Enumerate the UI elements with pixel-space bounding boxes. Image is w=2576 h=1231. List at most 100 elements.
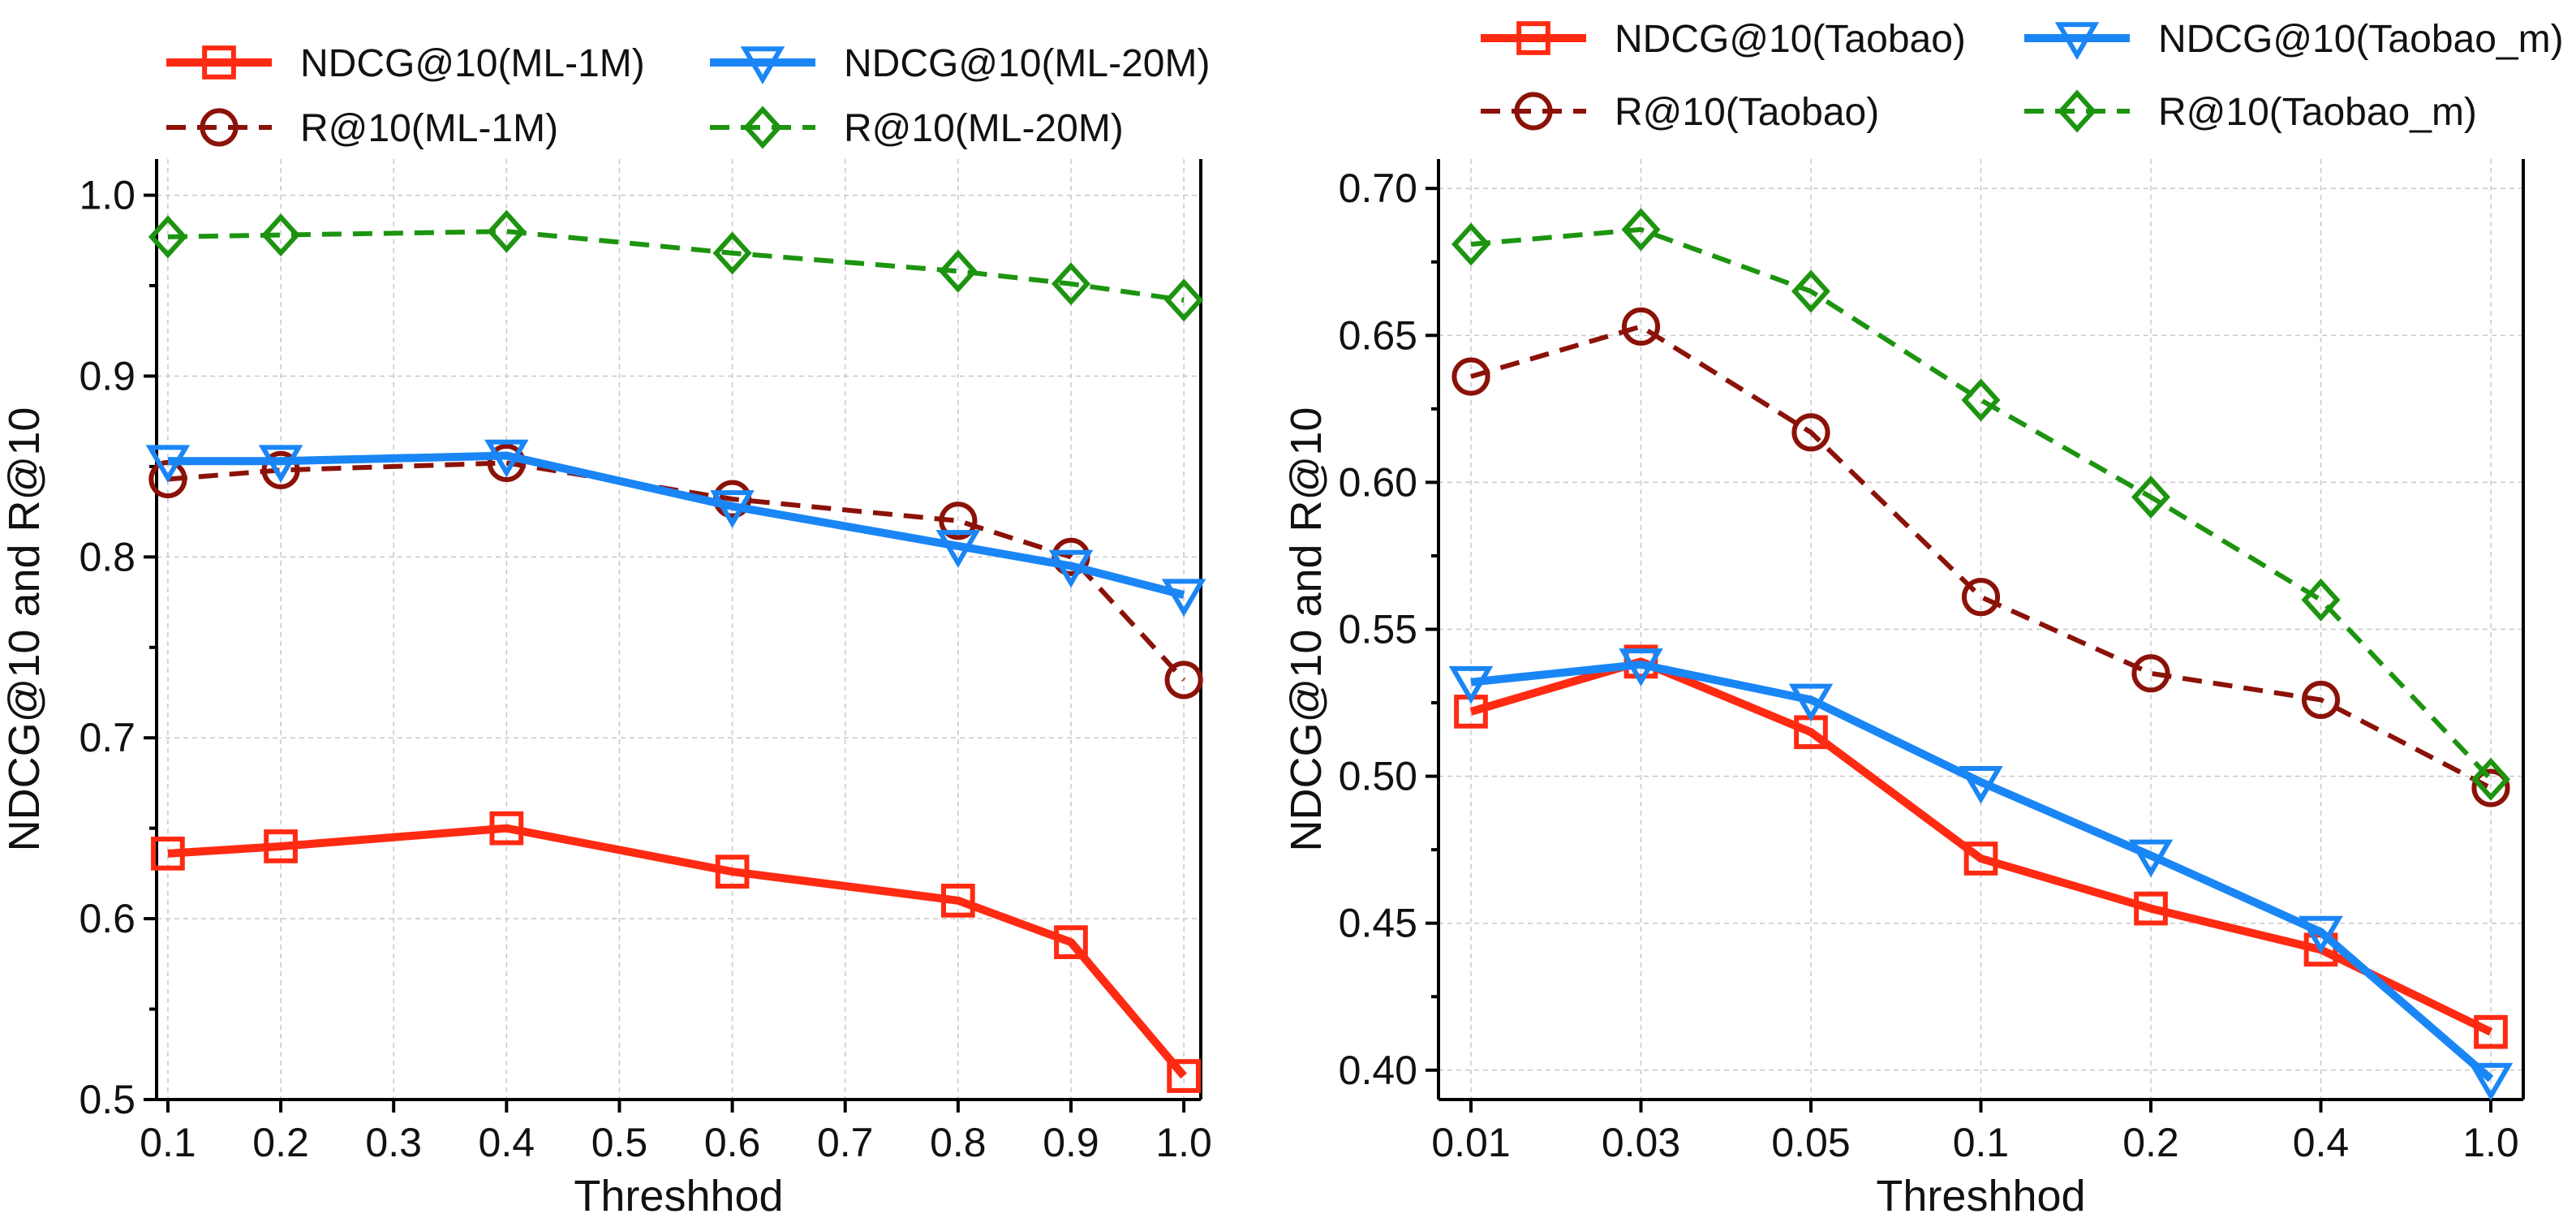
data-point bbox=[264, 829, 298, 863]
data-point bbox=[148, 215, 187, 259]
legend-label: NDCG@10(Taobao) bbox=[1615, 18, 1966, 61]
y-tick-label: 0.40 bbox=[1339, 1048, 1417, 1093]
series-line bbox=[167, 460, 1186, 682]
data-point bbox=[1621, 307, 1661, 346]
data-point bbox=[1788, 683, 1834, 722]
data-point bbox=[487, 209, 527, 253]
legend-label: R@10(Taobao_m) bbox=[2158, 91, 2477, 134]
data-point bbox=[1161, 579, 1206, 618]
x-tick-label: 0.4 bbox=[2293, 1120, 2350, 1165]
data-point bbox=[1791, 413, 1830, 452]
chart-1: 0.5 0.6 0.7 0.8 0.9 1.0 0.1 0.2 0.3 0.4 0.5 0.6 0.7 0… bbox=[0, 42, 1212, 1220]
data-point bbox=[1451, 222, 1490, 266]
legend-item: R@10(Taobao) bbox=[1481, 91, 1879, 134]
data-point bbox=[1963, 841, 1998, 876]
series-R@10(ML-20M) bbox=[148, 209, 1204, 322]
y-tick-label: 0.65 bbox=[1339, 312, 1417, 358]
y-axis-title: NDCG@10 and R@10 bbox=[0, 407, 49, 852]
x-axis-title: Threshhod bbox=[1876, 1172, 2085, 1220]
y-tick-label: 0.9 bbox=[79, 353, 135, 398]
data-point bbox=[2128, 839, 2174, 878]
data-point bbox=[1623, 644, 1658, 679]
legend-marker bbox=[1516, 21, 1550, 55]
data-point bbox=[489, 811, 524, 846]
legend-marker bbox=[200, 108, 239, 147]
legend-marker bbox=[743, 105, 782, 149]
x-tick-label: 0.8 bbox=[930, 1120, 987, 1165]
data-point bbox=[1054, 925, 1088, 959]
legend-item: NDCG@10(Taobao_m) bbox=[2024, 18, 2564, 61]
legend-label: R@10(ML-1M) bbox=[300, 107, 558, 150]
series-NDCG@10(ML-20M) bbox=[145, 439, 1206, 618]
data-point bbox=[2474, 1014, 2508, 1049]
x-tick-label: 1.0 bbox=[2462, 1120, 2519, 1165]
data-point bbox=[2471, 757, 2510, 801]
legend-item: R@10(ML-20M) bbox=[710, 105, 1124, 150]
data-point bbox=[1048, 549, 1094, 588]
series-line bbox=[1470, 660, 2494, 1083]
x-tick-label: 0.5 bbox=[591, 1120, 648, 1165]
data-point bbox=[1164, 278, 1204, 322]
data-point bbox=[712, 231, 752, 275]
x-tick-label: 0.1 bbox=[1953, 1120, 2010, 1165]
series-line bbox=[1470, 324, 2492, 790]
data-point bbox=[715, 854, 750, 889]
data-point bbox=[484, 439, 529, 478]
legend-item: R@10(Taobao_m) bbox=[2024, 89, 2477, 134]
legend-marker bbox=[1514, 92, 1553, 131]
legend-item: NDCG@10(ML-20M) bbox=[710, 42, 1210, 85]
legend-label: NDCG@10(ML-1M) bbox=[300, 42, 645, 85]
x-tick-label: 0.7 bbox=[817, 1120, 874, 1165]
y-axis-title: NDCG@10 and R@10 bbox=[1282, 407, 1331, 852]
y-tick-label: 1.0 bbox=[79, 173, 135, 218]
y-tick-label: 0.60 bbox=[1339, 459, 1417, 505]
data-point bbox=[941, 883, 975, 918]
series-R@10(Taobao) bbox=[1451, 307, 2510, 807]
y-tick-label: 0.6 bbox=[79, 896, 135, 941]
legend-marker bbox=[740, 46, 785, 84]
chart-2-grid bbox=[1439, 159, 2523, 1100]
legend-item: NDCG@10(ML-1M) bbox=[166, 42, 645, 85]
data-point bbox=[710, 490, 755, 528]
legend-label: NDCG@10(ML-20M) bbox=[844, 42, 1210, 85]
legend-marker bbox=[2058, 89, 2096, 133]
data-point bbox=[1619, 648, 1663, 687]
data-point bbox=[258, 445, 303, 484]
x-tick-label: 0.4 bbox=[479, 1120, 535, 1165]
y-tick-label: 0.50 bbox=[1339, 754, 1417, 799]
data-point bbox=[935, 530, 981, 568]
data-point bbox=[261, 450, 300, 489]
data-point bbox=[1448, 665, 1494, 704]
x-tick-label: 0.3 bbox=[365, 1120, 422, 1165]
data-point bbox=[1164, 661, 1203, 699]
x-tick-label: 0.05 bbox=[1771, 1120, 1850, 1165]
data-point bbox=[939, 501, 978, 540]
x-tick-label: 0.2 bbox=[252, 1120, 309, 1165]
data-point bbox=[2131, 475, 2170, 519]
data-point bbox=[1791, 269, 1830, 313]
x-tick-label: 0.2 bbox=[2122, 1120, 2179, 1165]
x-tick-label: 0.01 bbox=[1431, 1120, 1510, 1165]
series-R@10(Taobao_m) bbox=[1451, 208, 2510, 801]
legend-label: NDCG@10(Taobao_m) bbox=[2158, 18, 2564, 61]
x-tick-label: 1.0 bbox=[1155, 1120, 1212, 1165]
legend-marker bbox=[202, 45, 236, 80]
x-tick-label: 0.6 bbox=[704, 1120, 761, 1165]
data-point bbox=[1621, 208, 1661, 252]
data-point bbox=[151, 837, 185, 871]
data-point bbox=[1051, 262, 1090, 306]
series-line bbox=[167, 451, 1185, 599]
y-tick-label: 0.70 bbox=[1339, 166, 1417, 211]
data-point bbox=[1961, 378, 2001, 422]
series-line bbox=[167, 824, 1187, 1079]
legend-label: R@10(ML-20M) bbox=[844, 107, 1124, 150]
data-point bbox=[1959, 766, 2003, 804]
y-tick-label: 0.5 bbox=[79, 1077, 135, 1122]
series-line bbox=[167, 229, 1185, 303]
legend-label: R@10(Taobao) bbox=[1615, 91, 1879, 134]
data-point bbox=[2301, 578, 2341, 622]
data-point bbox=[1167, 1059, 1201, 1093]
data-point bbox=[938, 249, 978, 293]
y-tick-label: 0.55 bbox=[1339, 607, 1417, 652]
series-NDCG@10(ML-1M) bbox=[151, 811, 1201, 1093]
